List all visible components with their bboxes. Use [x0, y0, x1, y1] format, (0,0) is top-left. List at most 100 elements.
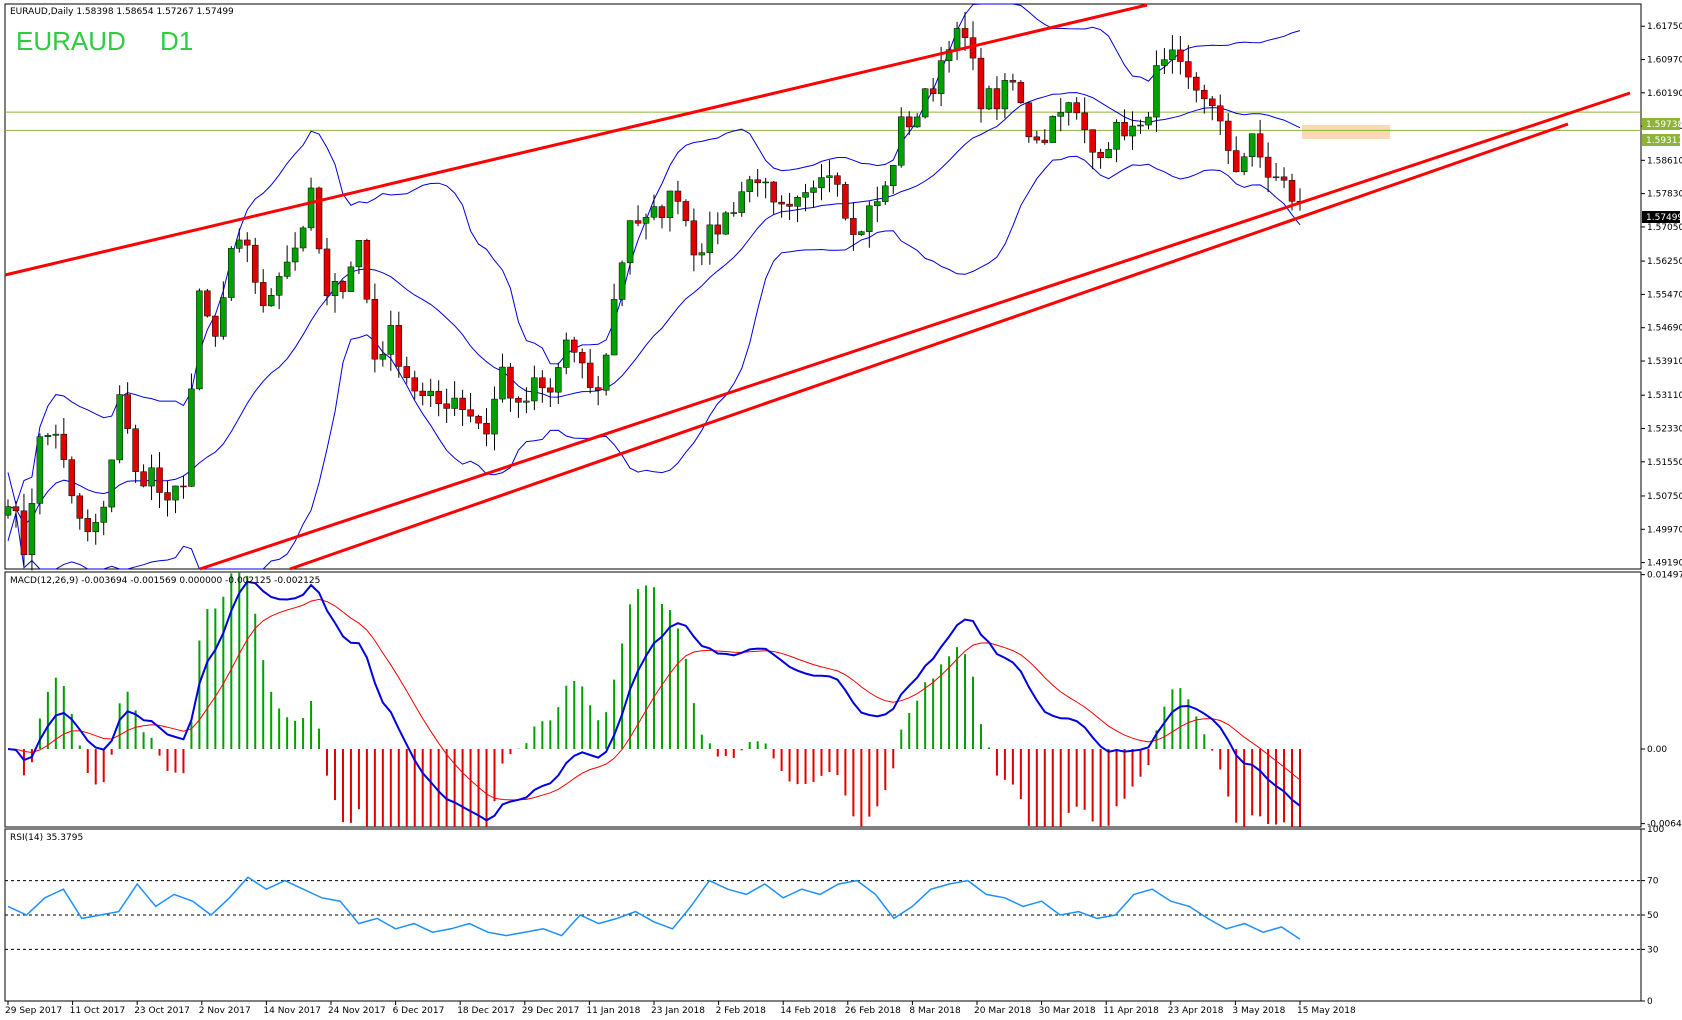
candle-body: [1129, 125, 1136, 137]
candle-body: [283, 261, 291, 277]
candle: [913, 113, 921, 128]
candle-body: [387, 325, 395, 355]
candle: [323, 237, 331, 306]
candle: [882, 181, 889, 205]
candle-body: [850, 218, 857, 235]
macd-label: MACD(12,26,9) -0.003694 -0.001569 0.0000…: [10, 576, 320, 586]
candle-body: [1169, 49, 1176, 60]
candle: [770, 181, 777, 214]
level-upper-value: 1.59738: [1646, 120, 1682, 130]
candle: [642, 213, 650, 240]
candle: [387, 310, 395, 371]
candle-body: [267, 295, 275, 307]
price-tick-label: 1.57050: [1647, 223, 1682, 233]
candle: [961, 11, 969, 51]
candle-body: [459, 397, 466, 410]
price-tick-label: 1.49190: [1647, 559, 1682, 569]
candle-body: [897, 116, 905, 166]
candle-body: [1288, 180, 1296, 202]
macd-axis: 0.014974 0.00 -0.006411: [1641, 571, 1682, 830]
candle: [666, 190, 674, 232]
candle: [251, 237, 259, 294]
candle: [283, 245, 291, 280]
candle: [403, 356, 411, 384]
candle: [228, 246, 235, 301]
candle: [84, 509, 92, 542]
candle: [905, 111, 913, 136]
candle-body: [299, 227, 307, 249]
candle-body: [515, 397, 522, 403]
candle: [76, 493, 84, 530]
macd-tick-label: -0.006411: [1647, 820, 1682, 830]
candle: [188, 373, 195, 488]
candle-body: [156, 467, 163, 493]
candle-body: [275, 276, 283, 296]
candle: [786, 192, 793, 221]
candle: [874, 186, 881, 223]
candle-body: [12, 506, 20, 512]
candle: [1017, 80, 1025, 104]
candle: [690, 208, 698, 272]
candle: [610, 283, 618, 356]
candle: [794, 195, 801, 223]
candle-body: [547, 387, 554, 393]
price-tick-label: 1.53110: [1647, 391, 1682, 401]
price-tick-label: 1.55470: [1647, 290, 1682, 300]
candle: [563, 332, 570, 375]
candle: [531, 365, 538, 411]
candle-body: [578, 352, 586, 364]
candle-body: [531, 377, 538, 402]
candle: [626, 220, 634, 275]
candle: [897, 107, 905, 168]
candle-body: [858, 231, 865, 235]
candle-body: [1073, 102, 1080, 114]
candle: [1153, 50, 1160, 132]
candle: [1129, 111, 1136, 150]
candle: [180, 475, 187, 499]
candle: [674, 180, 682, 215]
rsi-tick-label: 70: [1647, 877, 1659, 887]
candle-body: [196, 290, 203, 390]
candle-body: [28, 503, 36, 556]
candle-body: [1193, 76, 1200, 91]
candle-body: [52, 433, 60, 436]
candle: [1025, 101, 1033, 143]
candle-body: [355, 240, 363, 268]
candle-body: [1041, 139, 1049, 143]
candle-body: [1232, 150, 1240, 173]
candle-body: [1009, 80, 1017, 83]
band-middle: [7, 92, 1301, 525]
current-price-tag: [1642, 211, 1680, 223]
candle-body: [754, 179, 761, 184]
candle: [1145, 111, 1152, 130]
candle-body: [220, 297, 227, 337]
candle-body: [188, 388, 195, 487]
candle-body: [874, 201, 881, 207]
candle: [1113, 119, 1120, 163]
macd-signal-line: [7, 598, 1301, 801]
candle: [778, 195, 785, 218]
candle: [1248, 133, 1256, 167]
candle-body: [1256, 133, 1264, 158]
candle: [148, 454, 155, 501]
candle-body: [475, 415, 482, 424]
candle: [1081, 97, 1088, 144]
price-tick-label: 1.61750: [1647, 22, 1682, 32]
price-tick-label: 1.51550: [1647, 458, 1682, 468]
rsi-levels: [5, 880, 1641, 950]
candle-body: [794, 197, 801, 207]
candle-body: [1240, 156, 1248, 173]
candle-body: [1201, 89, 1208, 100]
candle: [204, 288, 211, 318]
candle: [275, 272, 283, 310]
candle-body: [323, 248, 331, 297]
candle-body: [945, 49, 953, 61]
candle-body: [594, 387, 602, 391]
candle-body: [818, 177, 825, 189]
candle-body: [44, 435, 52, 437]
candle: [507, 362, 514, 412]
candle-body: [658, 206, 666, 218]
candle: [315, 186, 323, 254]
candle-body: [555, 367, 562, 393]
candle-body: [435, 390, 442, 405]
